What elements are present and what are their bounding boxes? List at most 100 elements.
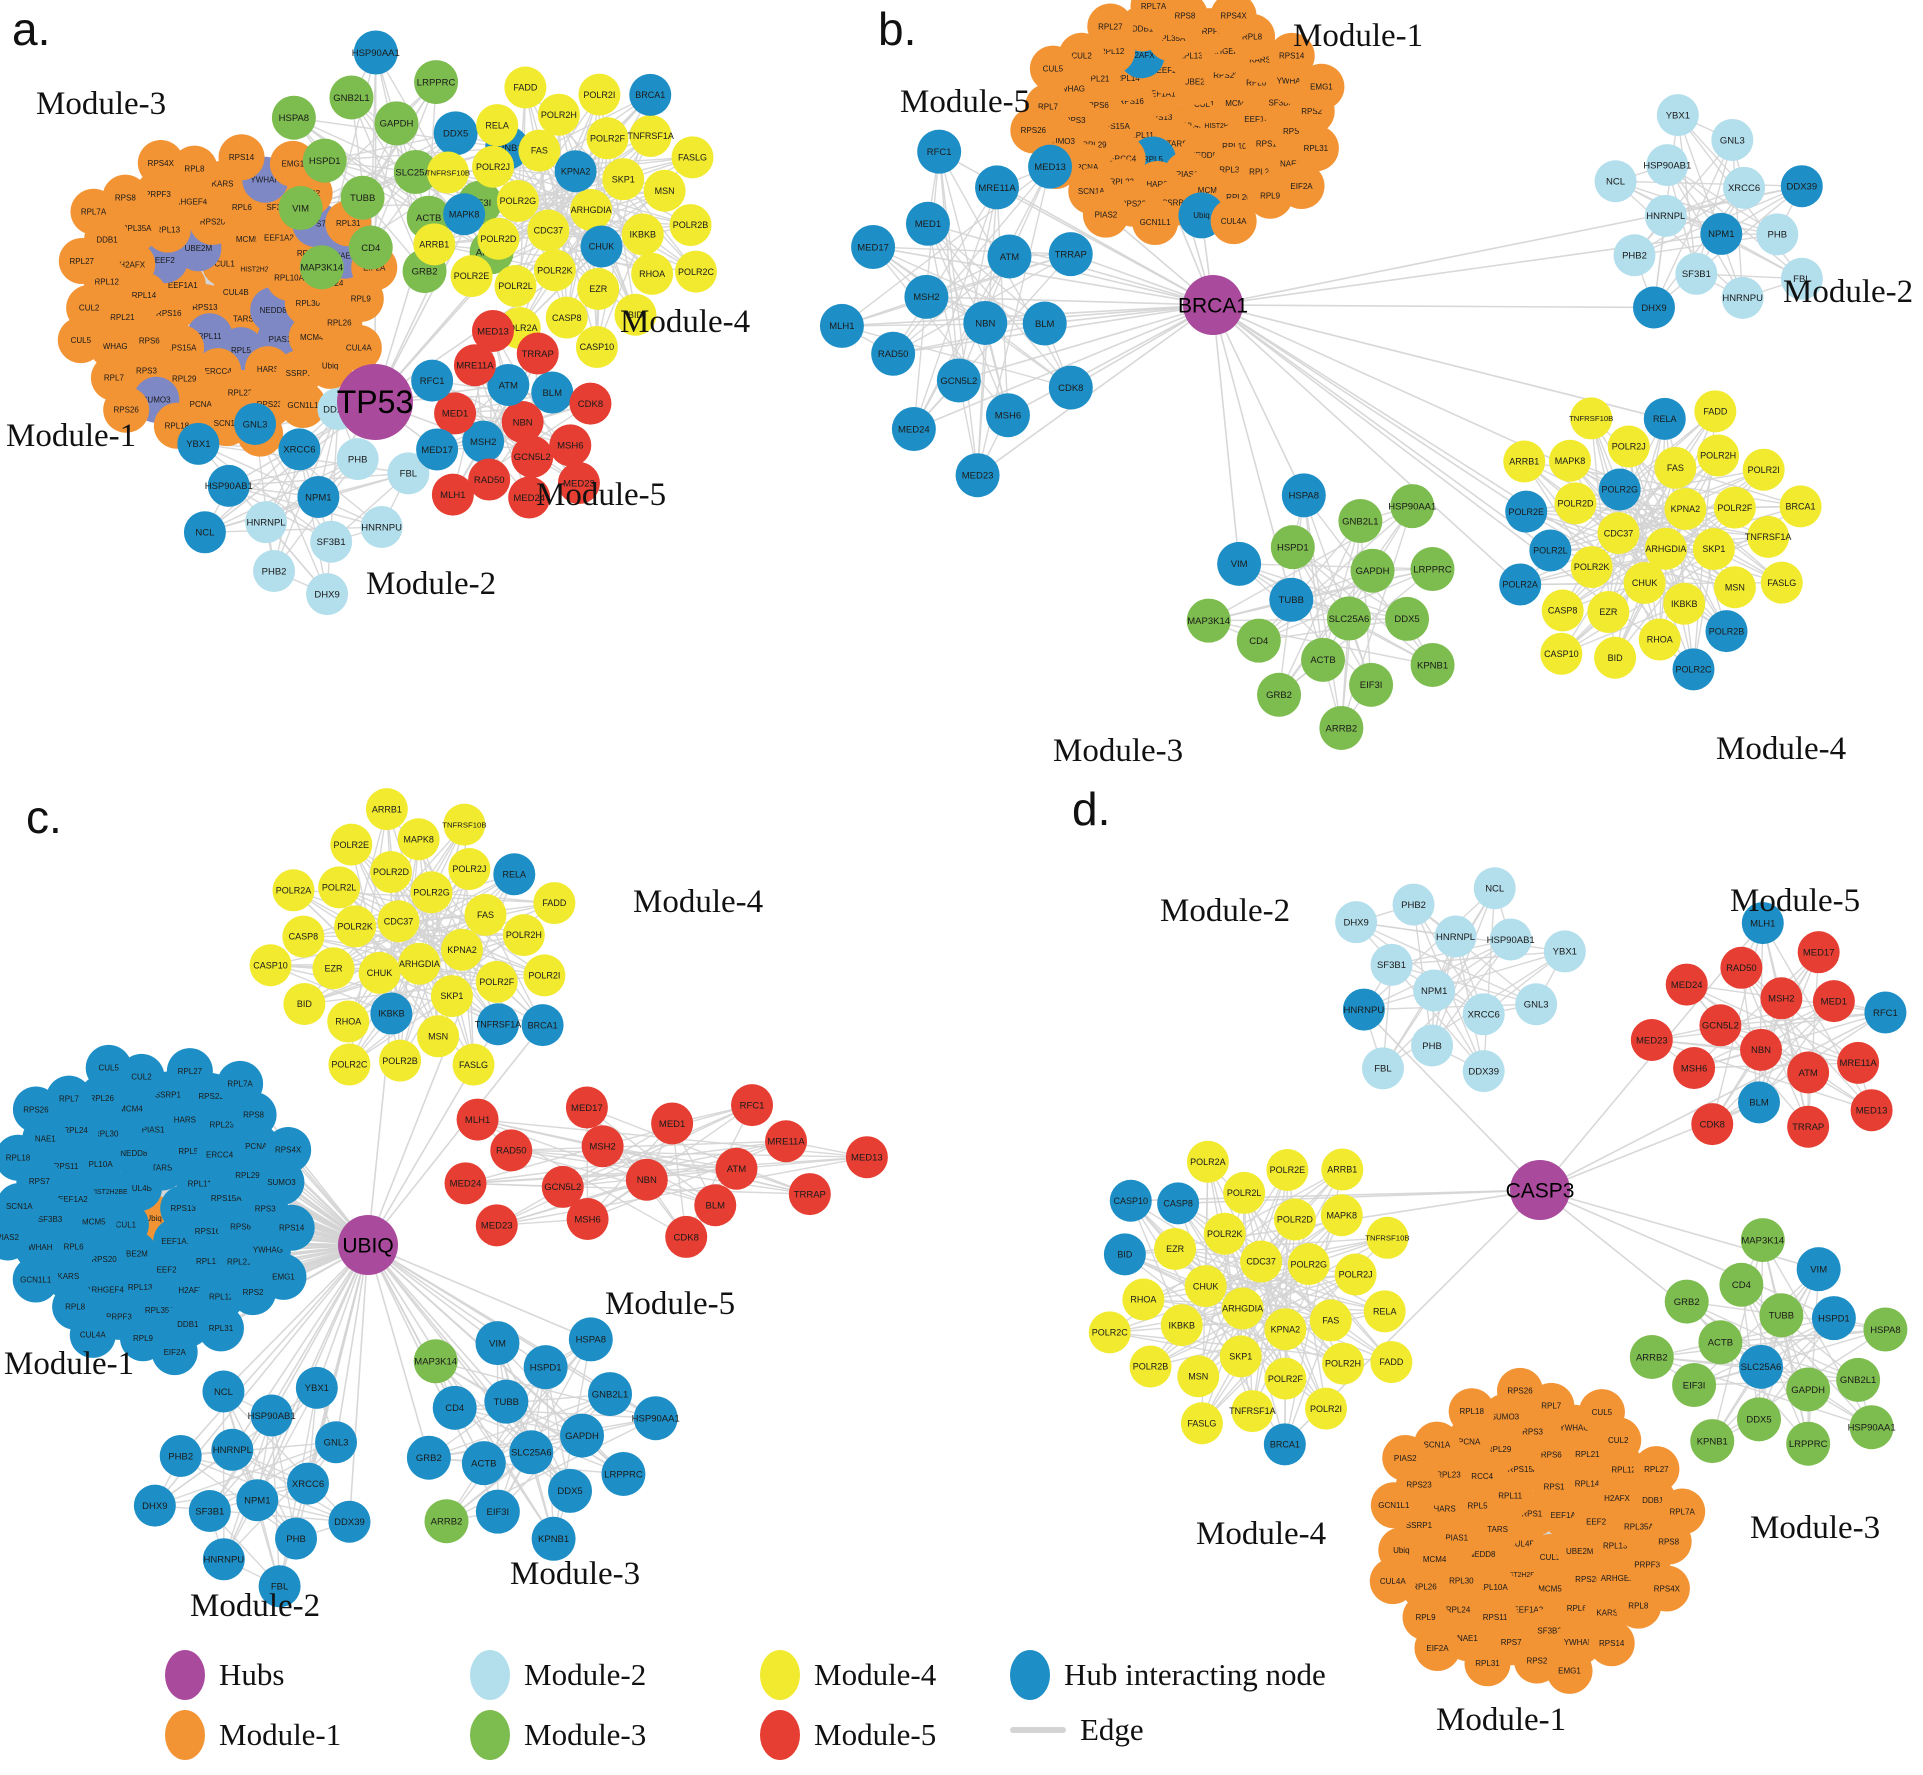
node-DDX5[interactable]: DDX5: [433, 111, 478, 156]
node-GCN1L1[interactable]: GCN1L1: [12, 1256, 59, 1303]
node-RPL7A[interactable]: RPL7A: [217, 1060, 264, 1107]
node-MED17[interactable]: MED17: [851, 225, 896, 270]
node-DHX9[interactable]: DHX9: [133, 1484, 176, 1527]
node-KPNA2[interactable]: KPNA2: [554, 150, 597, 193]
node-RPL27[interactable]: RPL27: [58, 237, 105, 284]
node-RPL18[interactable]: RPL18: [0, 1134, 41, 1181]
node-HSPD1[interactable]: HSPD1: [523, 1345, 568, 1390]
node-SKP1[interactable]: SKP1: [430, 975, 473, 1018]
node-ATM[interactable]: ATM: [987, 234, 1032, 279]
hub-node-BRCA1[interactable]: BRCA1: [1178, 275, 1248, 335]
node-NBN[interactable]: NBN: [501, 401, 544, 443]
node-NCL[interactable]: NCL: [1594, 160, 1637, 203]
node-RELA[interactable]: RELA: [476, 104, 519, 147]
node-FAS[interactable]: FAS: [1654, 446, 1697, 489]
node-ARRB2[interactable]: ARRB2: [424, 1499, 469, 1544]
node-ARRB1[interactable]: ARRB1: [365, 788, 408, 831]
node-MED1[interactable]: MED1: [905, 201, 950, 246]
node-DDX5[interactable]: DDX5: [548, 1468, 593, 1513]
node-KPNA2[interactable]: KPNA2: [440, 928, 483, 971]
node-VIM[interactable]: VIM: [1796, 1247, 1841, 1292]
node-FADD[interactable]: FADD: [504, 66, 547, 109]
node-GNB2L1[interactable]: GNB2L1: [1338, 499, 1383, 544]
node-RPS14[interactable]: RPS14: [268, 1204, 315, 1251]
node-POLR2B[interactable]: POLR2B: [379, 1039, 422, 1082]
node-DHX9[interactable]: DHX9: [1632, 286, 1675, 329]
node-FADD[interactable]: FADD: [1694, 390, 1737, 433]
node-POLR2E[interactable]: POLR2E: [330, 823, 373, 866]
node-MAPK8[interactable]: MAPK8: [397, 818, 440, 861]
node-MED1[interactable]: MED1: [1812, 980, 1855, 1023]
node-LRPPRC[interactable]: LRPPRC: [1786, 1421, 1831, 1466]
node-HSPD1[interactable]: HSPD1: [302, 138, 347, 183]
node-HNRNPU[interactable]: HNRNPU: [1721, 276, 1764, 319]
node-MED17[interactable]: MED17: [416, 428, 459, 471]
node-ACTB[interactable]: ACTB: [1301, 637, 1346, 682]
node-TNFRSF10B[interactable]: TNFRSF10B: [1365, 1216, 1410, 1259]
node-CHUK[interactable]: CHUK: [1623, 562, 1666, 605]
node-RFC1[interactable]: RFC1: [731, 1084, 774, 1127]
node-BRCA1[interactable]: BRCA1: [521, 1004, 564, 1047]
node-KPNB1[interactable]: KPNB1: [1410, 642, 1455, 687]
node-RPS14[interactable]: RPS14: [1268, 32, 1315, 79]
node-BRCA1[interactable]: BRCA1: [1779, 485, 1822, 528]
node-RPL18[interactable]: RPL18: [1448, 1388, 1495, 1435]
node-YBX1[interactable]: YBX1: [295, 1366, 338, 1409]
node-RPS4X[interactable]: RPS4X: [137, 139, 184, 186]
node-MSN[interactable]: MSN: [1713, 566, 1756, 609]
node-MED13[interactable]: MED13: [1850, 1089, 1893, 1132]
node-ARRB1[interactable]: ARRB1: [1321, 1148, 1364, 1191]
node-BID[interactable]: BID: [1103, 1233, 1146, 1276]
node-SKP1[interactable]: SKP1: [1219, 1335, 1262, 1378]
node-TNFRSF10B[interactable]: TNFRSF10B: [442, 803, 486, 846]
node-CASP8[interactable]: CASP8: [1157, 1182, 1200, 1225]
node-MAP3K14[interactable]: MAP3K14: [1186, 598, 1231, 643]
node-NBN[interactable]: NBN: [625, 1158, 668, 1201]
node-PHB[interactable]: PHB: [275, 1517, 318, 1560]
node-NCL[interactable]: NCL: [1473, 867, 1516, 910]
node-FBL[interactable]: FBL: [387, 452, 430, 495]
node-MSN[interactable]: MSN: [417, 1015, 460, 1058]
node-LRPPRC[interactable]: LRPPRC: [601, 1451, 646, 1496]
node-GRB2[interactable]: GRB2: [1257, 672, 1302, 717]
node-FASLG[interactable]: FASLG: [1760, 561, 1803, 604]
node-EMG1[interactable]: EMG1: [1546, 1647, 1593, 1694]
node-FASLG[interactable]: FASLG: [671, 136, 714, 179]
node-MSH2[interactable]: MSH2: [581, 1125, 624, 1168]
node-ATM[interactable]: ATM: [487, 363, 530, 406]
node-POLR2J[interactable]: POLR2J: [1334, 1253, 1377, 1296]
node-RHOA[interactable]: RHOA: [327, 1000, 370, 1043]
node-KPNB1[interactable]: KPNB1: [1690, 1419, 1735, 1464]
node-RPS4X[interactable]: RPS4X: [1643, 1565, 1690, 1612]
node-CDC37[interactable]: CDC37: [377, 900, 420, 943]
node-ARRB2[interactable]: ARRB2: [1629, 1334, 1674, 1379]
node-POLR2L[interactable]: POLR2L: [1529, 529, 1572, 572]
node-CUL5[interactable]: CUL5: [85, 1044, 132, 1091]
node-RPL27[interactable]: RPL27: [166, 1048, 213, 1095]
node-MED13[interactable]: MED13: [471, 309, 514, 352]
node-FAS[interactable]: FAS: [464, 893, 507, 936]
node-CDC37[interactable]: CDC37: [1597, 512, 1640, 555]
node-ACTB[interactable]: ACTB: [461, 1441, 506, 1486]
node-POLR2A[interactable]: POLR2A: [1186, 1140, 1229, 1183]
node-XRCC6[interactable]: XRCC6: [1462, 993, 1505, 1036]
node-GAPDH[interactable]: GAPDH: [1350, 548, 1395, 593]
node-POLR2F[interactable]: POLR2F: [586, 117, 629, 160]
node-POLR2F[interactable]: POLR2F: [1713, 486, 1756, 529]
node-BLM[interactable]: BLM: [531, 371, 574, 414]
node-DDX39[interactable]: DDX39: [1780, 165, 1823, 208]
node-BID[interactable]: BID: [283, 982, 326, 1025]
node-HSP90AB1[interactable]: HSP90AB1: [205, 464, 253, 507]
node-YBX1[interactable]: YBX1: [1656, 94, 1699, 137]
node-PIAS2[interactable]: PIAS2: [0, 1214, 31, 1261]
node-GCN5L2[interactable]: GCN5L2: [511, 435, 554, 478]
node-POLR2D[interactable]: POLR2D: [477, 217, 520, 260]
node-POLR2H[interactable]: POLR2H: [1322, 1342, 1365, 1385]
node-MSH2[interactable]: MSH2: [462, 420, 505, 463]
node-CHUK[interactable]: CHUK: [358, 951, 401, 994]
node-RPL27[interactable]: RPL27: [1087, 3, 1134, 50]
node-NCL[interactable]: NCL: [183, 511, 226, 554]
node-POLR2G[interactable]: POLR2G: [410, 871, 453, 914]
node-FBL[interactable]: FBL: [1780, 257, 1823, 300]
node-DDX39[interactable]: DDX39: [1462, 1050, 1505, 1093]
